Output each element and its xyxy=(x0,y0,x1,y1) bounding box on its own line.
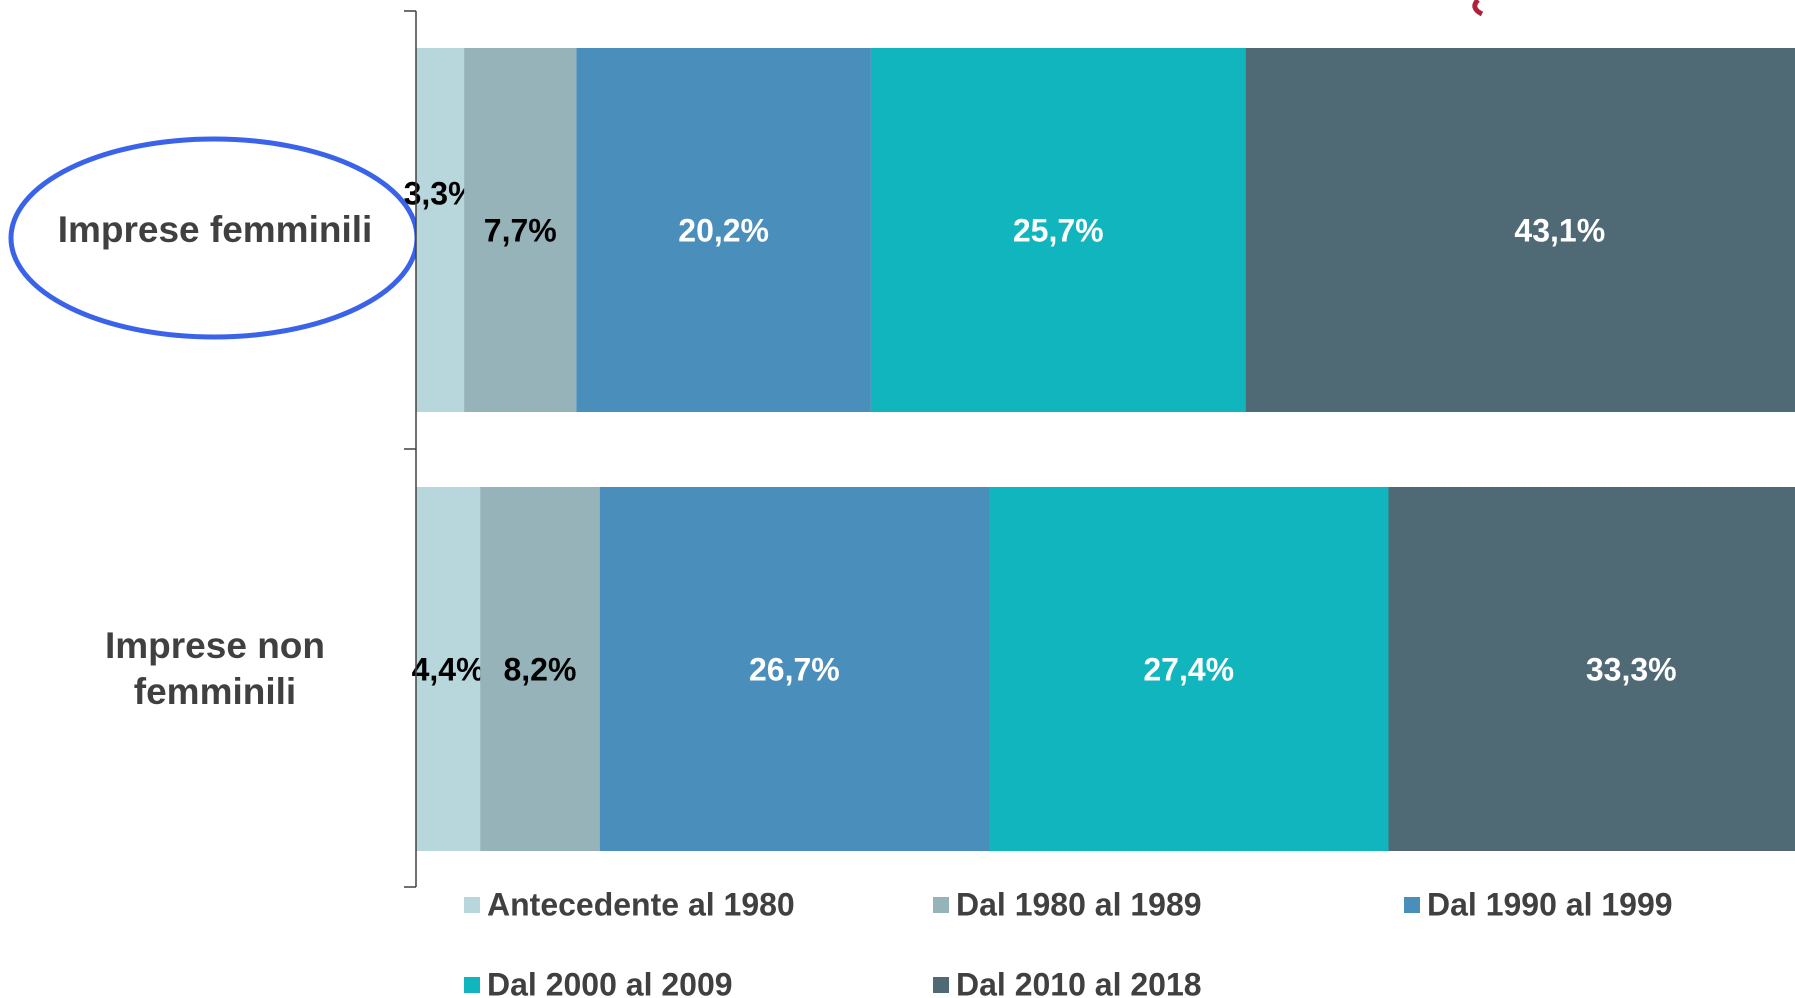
legend-swatch xyxy=(933,977,949,993)
bar-segment xyxy=(480,487,600,851)
legend-label: Dal 1980 al 1989 xyxy=(956,886,1202,922)
value-label: 27,4% xyxy=(1143,651,1234,687)
value-label: 33,3% xyxy=(1586,651,1677,687)
bar-segment xyxy=(988,487,1389,851)
legend-swatch xyxy=(464,897,480,913)
legend-label: Antecedente al 1980 xyxy=(487,886,795,922)
legend-swatch xyxy=(1404,897,1420,913)
value-label: 20,2% xyxy=(678,212,769,248)
legend-label: Dal 2000 al 2009 xyxy=(487,966,733,998)
bar-segment xyxy=(416,48,465,412)
legend-swatch xyxy=(933,897,949,913)
legend-label: Dal 1990 al 1999 xyxy=(1427,886,1673,922)
value-label: 8,2% xyxy=(503,651,576,687)
value-label: 4,4% xyxy=(412,651,485,687)
bar-segment xyxy=(870,48,1246,412)
value-label: 25,7% xyxy=(1013,212,1104,248)
value-label: 26,7% xyxy=(749,651,840,687)
bar-segment xyxy=(464,48,577,412)
category-label: Imprese femminili xyxy=(57,209,373,250)
value-label: 7,7% xyxy=(484,212,557,248)
value-label: 43,1% xyxy=(1514,212,1605,248)
red-mark xyxy=(1472,0,1484,17)
bar-segment xyxy=(1245,48,1795,412)
bar-segment xyxy=(416,487,481,851)
category-label: Imprese non femminili xyxy=(105,625,325,712)
legend-swatch xyxy=(464,977,480,993)
bar-segment xyxy=(599,487,989,851)
bar-segment xyxy=(1388,487,1795,851)
bar-segment xyxy=(576,48,871,412)
legend-label: Dal 2010 al 2018 xyxy=(956,966,1202,998)
